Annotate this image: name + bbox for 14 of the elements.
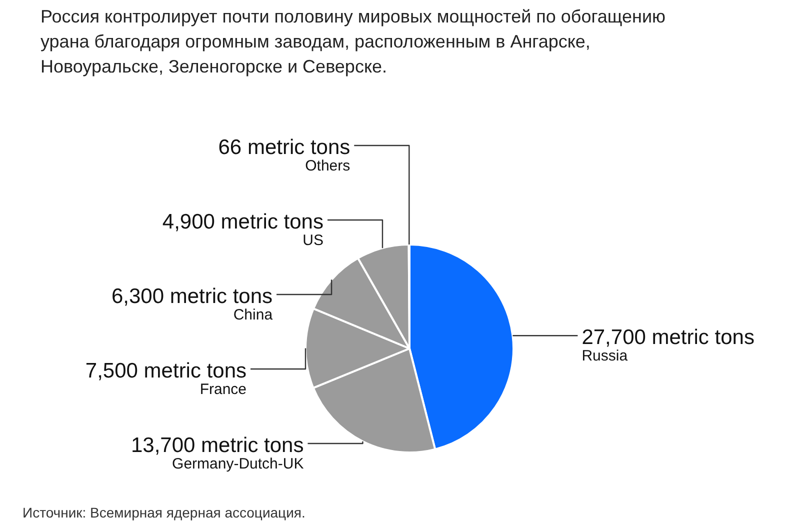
data-label: 13,700 metric tons bbox=[130, 434, 304, 457]
slice-label: Russia bbox=[582, 348, 628, 365]
data-label: 4,900 metric tons bbox=[162, 210, 324, 234]
data-label: 27,700 metric tons bbox=[582, 326, 754, 350]
slice-label: China bbox=[233, 306, 274, 324]
slice-label: Germany-Dutch-UK bbox=[172, 456, 304, 472]
data-label: 7,500 metric tons bbox=[85, 360, 247, 382]
data-label: 6,300 metric tons bbox=[111, 285, 273, 308]
slice-label: France bbox=[200, 381, 247, 398]
slice-label: Others bbox=[305, 158, 350, 174]
chart-title: Россия контролирует почти половину мировых мощностей по обогащению урана благодаря огромным заводам, расположенным в Ангарске, Новоуральске, Зеленогорске и Северске. bbox=[40, 6, 666, 76]
data-label: 66 metric tons bbox=[218, 136, 350, 159]
slice-label: US bbox=[302, 232, 324, 249]
text: Источник: Всемирная ядерная ассоциация. bbox=[22, 504, 306, 520]
